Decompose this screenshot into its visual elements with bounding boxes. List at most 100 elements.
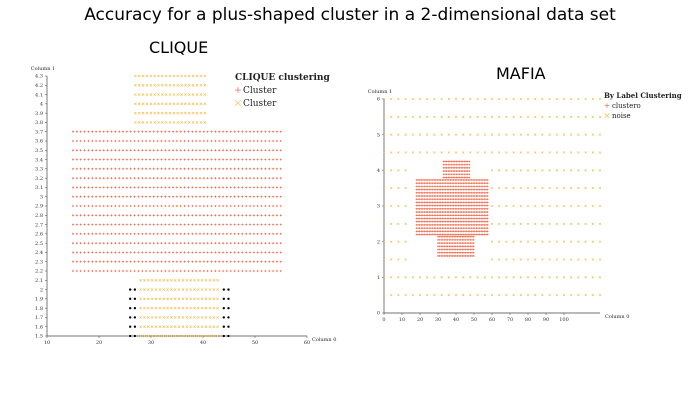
- data-point-plus: [441, 233, 444, 236]
- data-point-x: [404, 169, 407, 172]
- data-point-x: [189, 334, 192, 338]
- data-point-plus: [171, 251, 175, 254]
- data-point-plus: [245, 177, 248, 180]
- data-point-plus: [483, 204, 486, 207]
- data-point-plus: [145, 242, 148, 245]
- legend-title: CLIQUE clustering: [235, 73, 330, 83]
- data-point-plus: [457, 170, 459, 172]
- data-point-plus: [191, 130, 194, 133]
- data-point-plus: [446, 204, 449, 207]
- data-point-plus: [464, 191, 466, 194]
- data-point-plus: [454, 182, 457, 185]
- data-point-plus: [210, 214, 213, 217]
- data-point-x: [555, 133, 558, 136]
- data-point-plus: [183, 167, 186, 170]
- data-point-plus: [179, 269, 182, 273]
- data-point-plus: [436, 201, 439, 204]
- data-point-x: [185, 316, 189, 319]
- data-point-x: [570, 97, 573, 101]
- data-point-plus: [425, 188, 428, 191]
- data-point-plus: [452, 176, 455, 179]
- data-point-plus: [460, 217, 463, 220]
- data-point-plus: [91, 195, 94, 198]
- data-point-plus: [171, 242, 175, 245]
- data-point-plus: [434, 185, 437, 188]
- data-point-plus: [437, 251, 439, 254]
- data-point-plus: [426, 207, 429, 210]
- data-point-x: [382, 222, 386, 225]
- data-point-x: [591, 151, 594, 154]
- data-point-plus: [252, 158, 255, 161]
- data-point-x: [134, 121, 137, 124]
- data-point-plus: [94, 204, 98, 208]
- data-point-plus: [470, 185, 473, 188]
- data-point-plus: [457, 160, 459, 163]
- data-point-plus: [125, 186, 128, 189]
- data-point-plus: [477, 204, 479, 207]
- data-point-plus: [179, 260, 182, 263]
- data-point-x: [177, 334, 181, 338]
- data-point-plus: [483, 230, 486, 233]
- data-point-plus: [441, 245, 444, 248]
- data-point-plus: [221, 223, 225, 226]
- data-point-x: [146, 306, 150, 310]
- data-point-plus: [102, 167, 105, 170]
- data-point-plus: [221, 242, 225, 245]
- data-point-x: [137, 83, 141, 87]
- data-point-plus: [434, 179, 437, 181]
- data-point-x: [512, 240, 515, 243]
- data-point-x: [562, 97, 566, 101]
- data-point-x: [216, 325, 219, 329]
- data-point-plus: [148, 158, 152, 161]
- data-point-plus: [202, 158, 205, 161]
- data-point-plus: [467, 224, 470, 226]
- data-point-x: [555, 169, 558, 172]
- data-point-plus: [456, 227, 458, 230]
- data-point-plus: [455, 173, 458, 176]
- data-point-x: [158, 278, 162, 282]
- data-point-plus: [164, 204, 167, 208]
- data-point-plus: [221, 232, 225, 235]
- data-point-plus: [480, 211, 483, 213]
- data-point-plus: [472, 182, 474, 185]
- data-point-plus: [418, 195, 421, 197]
- data-point-plus: [467, 182, 470, 185]
- data-point-plus: [472, 211, 474, 213]
- data-point-plus: [145, 158, 148, 161]
- data-point-plus: [187, 195, 190, 198]
- data-point-x: [570, 187, 573, 190]
- data-point-x: [208, 297, 212, 301]
- x-tick-label: 20: [417, 317, 423, 323]
- data-point-x: [534, 133, 537, 136]
- data-point-plus: [478, 185, 481, 188]
- data-point-plus: [191, 195, 194, 198]
- data-point-plus: [430, 191, 432, 194]
- data-point-x: [164, 111, 168, 115]
- data-point-plus: [447, 166, 450, 169]
- data-point-plus: [439, 224, 442, 226]
- data-point-plus: [156, 130, 159, 133]
- data-point-plus: [252, 186, 255, 189]
- data-point-x: [137, 111, 141, 115]
- data-point-plus: [221, 260, 225, 263]
- data-point-x: [534, 169, 537, 172]
- data-point-dot: [133, 334, 137, 338]
- data-point-plus: [426, 204, 429, 207]
- data-point-plus: [191, 158, 194, 161]
- data-point-plus: [475, 201, 478, 204]
- data-point-plus: [129, 251, 132, 254]
- data-point-plus: [164, 260, 167, 263]
- data-point-plus: [275, 260, 279, 263]
- data-point-x: [548, 187, 551, 190]
- data-point-dot: [227, 288, 230, 291]
- data-point-x: [519, 240, 522, 243]
- data-point-plus: [464, 220, 466, 223]
- y-tick-label: 2.3: [35, 259, 43, 265]
- legend-entry-label: Cluster: [243, 86, 277, 96]
- data-point-plus: [450, 238, 452, 241]
- data-point-x: [139, 297, 142, 301]
- data-point-x: [168, 93, 172, 96]
- x-tick-label: 30: [148, 340, 154, 346]
- data-point-x: [598, 258, 602, 261]
- data-point-plus: [464, 255, 467, 257]
